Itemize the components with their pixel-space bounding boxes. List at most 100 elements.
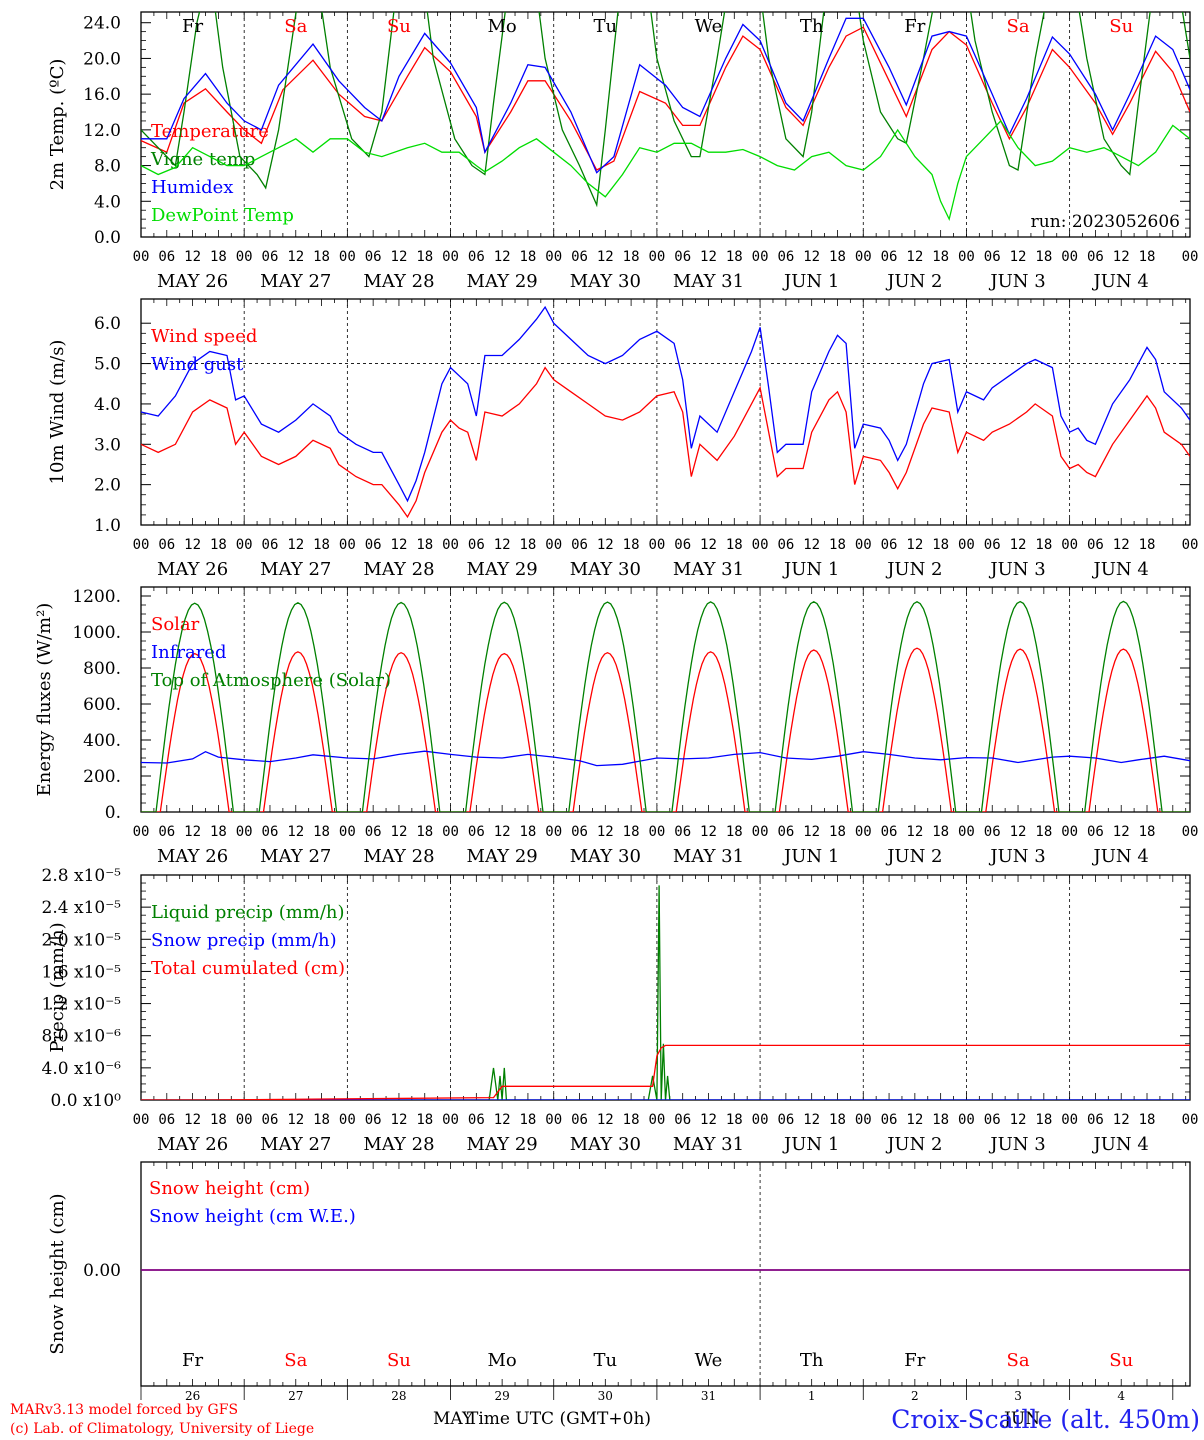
hour-tick-label: 18 xyxy=(1035,824,1052,840)
y-tick-label: 2.8 x10⁻⁵ xyxy=(42,866,122,886)
legend-entry: Snow precip (mm/h) xyxy=(151,930,337,951)
hour-tick-label: 18 xyxy=(313,824,330,840)
hour-tick-label: 00 xyxy=(545,249,562,265)
y-tick-label: 0.0 x10⁰ xyxy=(51,1091,122,1111)
day-name-label: Tu xyxy=(594,16,618,37)
date-label: JUN 3 xyxy=(988,559,1045,580)
hour-tick-label: 18 xyxy=(210,537,227,553)
hour-tick-label: 06 xyxy=(984,249,1001,265)
series-line-dewpoint-temp xyxy=(141,119,1190,222)
date-label: MAY 27 xyxy=(260,271,331,292)
hour-tick-label: 12 xyxy=(803,249,820,265)
day-name-label: Sa xyxy=(284,16,307,37)
day-name-label: Mo xyxy=(487,1350,516,1371)
hour-tick-label: 12 xyxy=(1010,537,1027,553)
day-name-label: Fr xyxy=(904,1350,925,1371)
day-number-label: 31 xyxy=(701,1389,716,1403)
hour-tick-label: 12 xyxy=(1010,1112,1027,1128)
day-name-label: Su xyxy=(387,1350,411,1371)
legend-entry: Top of Atmosphere (Solar) xyxy=(151,670,391,691)
hour-tick-label: 12 xyxy=(906,1112,923,1128)
hour-tick-label: 12 xyxy=(803,537,820,553)
hour-tick-label: 06 xyxy=(262,537,279,553)
hour-tick-label: 06 xyxy=(468,249,485,265)
hour-tick-label: 18 xyxy=(1139,1112,1156,1128)
date-label: MAY 31 xyxy=(673,1134,744,1155)
day-name-label: Su xyxy=(1109,1350,1133,1371)
hour-tick-label: 06 xyxy=(468,537,485,553)
hour-tick-label: 06 xyxy=(571,1112,588,1128)
hour-tick-label: 12 xyxy=(700,824,717,840)
day-name-label: Tu xyxy=(594,1350,618,1371)
footer-month-left: MAY xyxy=(433,1409,474,1429)
legend-entry: Solar xyxy=(151,614,200,635)
day-number-label: 4 xyxy=(1117,1389,1125,1403)
date-label: JUN 2 xyxy=(885,1134,942,1155)
hour-tick-label: 12 xyxy=(494,249,511,265)
hour-tick-label: 12 xyxy=(803,1112,820,1128)
hour-tick-label: 06 xyxy=(365,1112,382,1128)
series-line-solar xyxy=(141,647,1190,812)
hour-tick-label: 12 xyxy=(287,537,304,553)
y-tick-label: 0. xyxy=(105,803,121,823)
day-number-label: 28 xyxy=(391,1389,406,1403)
hour-tick-label: 06 xyxy=(365,537,382,553)
day-name-label: Su xyxy=(387,16,411,37)
hour-tick-label: 12 xyxy=(287,249,304,265)
hour-tick-label: 00 xyxy=(1061,824,1078,840)
legend-entry: Wind speed xyxy=(151,326,257,347)
hour-tick-label: 12 xyxy=(906,537,923,553)
snow-panel: 0.00 Snow height (cm) Snow height (cm) Snow… xyxy=(47,1161,1191,1403)
day-name-label: Sa xyxy=(1007,16,1030,37)
y-tick-label: 4.0 xyxy=(94,192,121,212)
hour-tick-label: 18 xyxy=(623,249,640,265)
y-tick-label: 4.0 x10⁻⁶ xyxy=(42,1059,122,1079)
hour-tick-label: 06 xyxy=(1087,1112,1104,1128)
day-name-label: Fr xyxy=(904,16,925,37)
hour-tick-label: 18 xyxy=(1035,1112,1052,1128)
date-label: MAY 28 xyxy=(363,559,434,580)
date-label: MAY 29 xyxy=(467,846,538,867)
footer-copyright: (c) Lab. of Climatology, University of L… xyxy=(10,1421,314,1437)
hour-tick-label: 18 xyxy=(726,824,743,840)
hour-tick-label: 12 xyxy=(1113,1112,1130,1128)
legend-entry: Snow height (cm) xyxy=(149,1178,310,1199)
hour-tick-label: 12 xyxy=(287,824,304,840)
hour-tick-label: 18 xyxy=(829,537,846,553)
hour-tick-label: 18 xyxy=(726,537,743,553)
hour-tick-label: 18 xyxy=(829,1112,846,1128)
hour-tick-label: 00 xyxy=(648,1112,665,1128)
y-tick-label: 8.0 x10⁻⁶ xyxy=(42,1027,122,1047)
wind-panel: 1.0 2.0 3.0 4.0 5.0 6.0 10m Wind (m/s) Wind spe… xyxy=(47,298,1198,580)
legend-entry: Snow height (cm W.E.) xyxy=(149,1206,356,1227)
hour-tick-label: 06 xyxy=(365,249,382,265)
flux-y-axis-label: Energy fluxes (W/m²) xyxy=(34,603,55,797)
hour-tick-label: 12 xyxy=(391,249,408,265)
hour-tick-label: 18 xyxy=(932,1112,949,1128)
y-tick-label: 400. xyxy=(83,731,121,751)
hour-tick-label: 06 xyxy=(881,249,898,265)
y-tick-label: 200. xyxy=(83,767,121,787)
legend-entry: Wind gust xyxy=(151,354,244,375)
date-label: JUN 2 xyxy=(885,559,942,580)
hour-tick-label: 18 xyxy=(416,537,433,553)
hour-tick-label: 00 xyxy=(648,249,665,265)
hour-tick-label: 00 xyxy=(1182,824,1199,840)
day-name-label: Su xyxy=(1109,16,1133,37)
hour-tick-label: 12 xyxy=(184,824,201,840)
station-name: Croix-Scaille (alt. 450m) xyxy=(891,1405,1200,1434)
hour-tick-label: 00 xyxy=(339,824,356,840)
date-label: MAY 26 xyxy=(157,271,228,292)
hour-tick-label: 00 xyxy=(133,249,150,265)
date-label: MAY 30 xyxy=(570,846,641,867)
hour-tick-label: 12 xyxy=(391,824,408,840)
series-line-top-of-atmosphere-solar xyxy=(141,600,1190,812)
hour-tick-label: 06 xyxy=(984,537,1001,553)
hour-tick-label: 12 xyxy=(700,1112,717,1128)
date-label: MAY 29 xyxy=(467,1134,538,1155)
hour-tick-label: 12 xyxy=(1010,824,1027,840)
day-number-label: 29 xyxy=(494,1389,509,1403)
hour-tick-label: 06 xyxy=(674,537,691,553)
hour-tick-label: 12 xyxy=(494,537,511,553)
